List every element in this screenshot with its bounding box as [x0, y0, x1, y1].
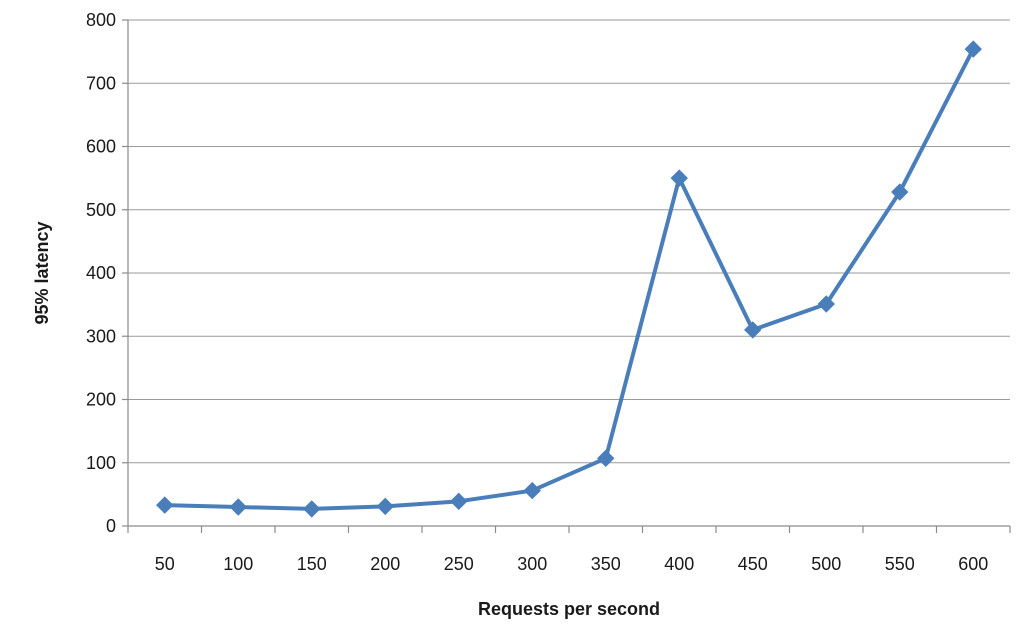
data-point-marker: [891, 183, 909, 201]
x-tick-label: 100: [223, 554, 253, 574]
x-tick-label: 350: [591, 554, 621, 574]
data-point-marker: [229, 498, 247, 516]
y-axis-title: 95% latency: [32, 221, 52, 324]
y-tick-label: 300: [86, 326, 116, 346]
x-tick-label: 50: [155, 554, 175, 574]
x-tick-label: 250: [444, 554, 474, 574]
x-tick-labels: 50 100 150 200 250 300 350 400 450 500 550 600: [155, 554, 989, 574]
x-tick-label: 200: [370, 554, 400, 574]
x-tick-label: 300: [517, 554, 547, 574]
y-tick-label: 0: [106, 516, 116, 536]
series-group: [156, 40, 982, 518]
data-point-marker: [450, 492, 468, 511]
x-tick-label: 150: [297, 554, 327, 574]
y-tick-label: 700: [86, 73, 116, 93]
data-point-marker: [303, 500, 321, 518]
axes: [127, 20, 1010, 527]
data-point-marker: [744, 321, 762, 339]
data-point-marker: [964, 40, 982, 58]
data-point-marker: [817, 295, 835, 313]
data-point-marker: [670, 169, 688, 187]
y-tick-label: 200: [86, 390, 116, 410]
data-point-marker: [523, 481, 541, 500]
x-tick-label: 600: [958, 554, 988, 574]
y-tick-label: 800: [86, 10, 116, 30]
gridlines: [122, 19, 1011, 533]
y-tick-labels: 0 100 200 300 400 500 600 700 800: [86, 10, 116, 536]
y-tick-label: 500: [86, 200, 116, 220]
series-line: [162, 47, 976, 511]
x-axis-title: Requests per second: [478, 599, 660, 619]
x-tick-label: 450: [738, 554, 768, 574]
data-point-marker: [376, 497, 394, 516]
x-tick-label: 550: [885, 554, 915, 574]
x-tick-label: 400: [664, 554, 694, 574]
data-point-marker: [597, 449, 615, 468]
y-tick-label: 600: [86, 137, 116, 157]
y-tick-label: 400: [86, 263, 116, 283]
y-tick-label: 100: [86, 453, 116, 473]
data-point-marker: [156, 496, 174, 514]
x-tick-label: 500: [811, 554, 841, 574]
